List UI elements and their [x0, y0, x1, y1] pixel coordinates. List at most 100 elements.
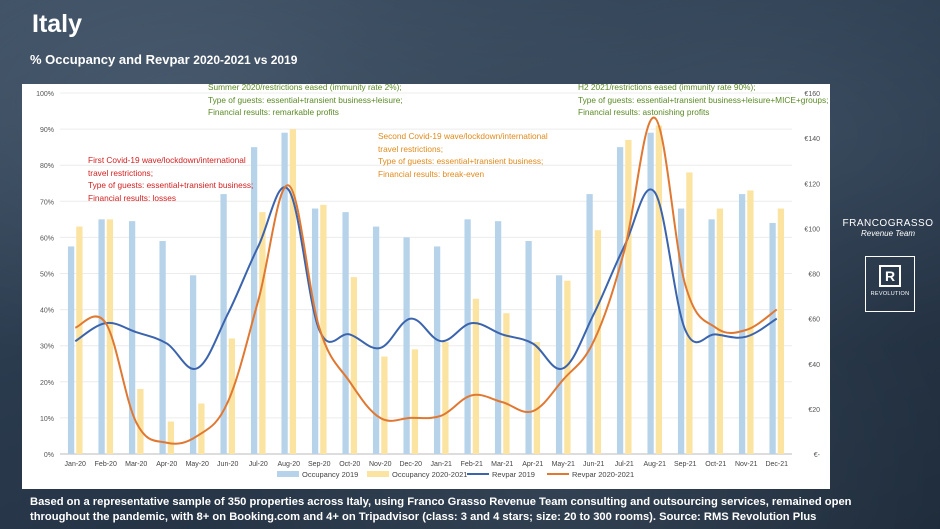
page-subtitle: % Occupancy and Revpar 2020-2021 vs 2019 — [30, 52, 297, 67]
legend-label: Occupancy 2020-2021 — [392, 470, 467, 479]
bar — [98, 219, 105, 454]
bar — [106, 219, 114, 454]
x-tick-label: Dec-21 — [765, 461, 788, 468]
legend-swatch — [277, 471, 299, 477]
x-tick-label: Aug-21 — [643, 461, 666, 468]
revolution-r-icon: R — [879, 265, 901, 287]
annotation-line: Second Covid-19 wave/lockdown/internatio… — [378, 131, 548, 141]
annotation-line: Type of guests: essential+transient busi… — [208, 94, 403, 105]
y-right-tick-label: €100 — [804, 226, 820, 233]
x-tick-label: Jun-20 — [217, 461, 239, 468]
bar — [525, 241, 532, 454]
x-tick-label: Nov-21 — [735, 461, 758, 468]
x-tick-label: Sep-20 — [308, 461, 331, 468]
annotation-first-wave: First Covid-19 wave/lockdown/internation… — [88, 154, 253, 204]
footer-line-2: throughout the pandemic, with 8+ on Book… — [30, 511, 817, 523]
bar — [555, 275, 563, 454]
x-tick-label: Jul-20 — [249, 461, 268, 468]
y-left-tick-label: 30% — [40, 344, 54, 351]
x-tick-label: Jul-21 — [615, 461, 634, 468]
bar — [655, 125, 663, 455]
bar — [67, 246, 75, 454]
x-tick-label: Jun-21 — [583, 461, 605, 468]
annotation-h2-2021: H2 2021/restrictions eased (immunity rat… — [578, 81, 828, 119]
y-right-tick-label: €80 — [808, 272, 820, 279]
bar — [625, 139, 632, 454]
bar — [320, 204, 327, 454]
bar — [403, 237, 410, 454]
page-title: Italy — [32, 10, 83, 38]
x-tick-label: Oct-21 — [705, 461, 726, 468]
annotation-line: Summer 2020/restrictions eased (immunity… — [208, 82, 402, 92]
annotation-line: Financial results: break-even — [378, 168, 485, 179]
bar — [137, 389, 144, 454]
bar — [747, 190, 754, 454]
annotation-summer-2020: Summer 2020/restrictions eased (immunity… — [208, 81, 403, 119]
bar — [259, 212, 266, 454]
bar — [381, 356, 388, 454]
annotation-line: First Covid-19 wave/lockdown/internation… — [88, 155, 246, 165]
bar — [533, 342, 541, 454]
annotation-line: travel restrictions; — [88, 167, 154, 178]
footer-line-1: Based on a representative sample of 350 … — [30, 496, 852, 508]
legend-swatch — [367, 471, 389, 477]
chart-panel: 0% 10% 20% 30% 40% 50% 60% 70% 80% 90% 100% €- €20 €4… — [22, 81, 830, 489]
bar — [503, 313, 510, 454]
bar — [128, 221, 136, 454]
x-tick-label: Dec-20 — [399, 461, 422, 468]
bar — [159, 241, 166, 454]
y-left-tick-label: 40% — [40, 308, 54, 315]
bar — [464, 219, 471, 454]
bar — [167, 421, 175, 454]
annotation-line: Financial results: losses — [88, 192, 177, 203]
x-tick-label: Apr-20 — [156, 461, 177, 468]
logo-subtext: Revenue Team — [861, 229, 915, 238]
bar — [564, 280, 571, 454]
x-tick-label: Feb-20 — [95, 461, 117, 468]
y-right-tick-label: €120 — [804, 181, 820, 188]
annotation-second-wave: Second Covid-19 wave/lockdown/internatio… — [378, 130, 548, 180]
x-tick-label: Nov-20 — [369, 461, 392, 468]
annotation-line: H2 2021/restrictions eased (immunity rat… — [578, 82, 756, 92]
bar — [769, 222, 776, 454]
x-tick-label: Jan-20 — [65, 461, 87, 468]
annotation-line: Type of guests: essential+transient busi… — [378, 156, 544, 166]
legend-label: Revpar 2019 — [492, 470, 535, 479]
franco-grasso-logo: FRANCOGRASSO Revenue Team — [842, 218, 934, 238]
bar — [472, 298, 480, 454]
x-tick-label: Jan-21 — [431, 461, 453, 468]
bar — [189, 275, 197, 454]
annotation-line: Financial results: remarkable profits — [208, 107, 339, 117]
y-right-tick-label: €40 — [808, 362, 820, 369]
y-right-tick-label: €160 — [804, 91, 820, 98]
bar — [677, 208, 685, 454]
legend-label: Occupancy 2019 — [302, 470, 358, 479]
bar — [442, 342, 449, 454]
bar — [311, 208, 319, 454]
legend-label: Revpar 2020-2021 — [572, 470, 634, 479]
bar — [76, 226, 83, 454]
bar — [289, 129, 297, 454]
y-left-tick-label: 80% — [40, 163, 54, 170]
bar — [738, 194, 746, 454]
chart-svg: 0% 10% 20% 30% 40% 50% 60% 70% 80% 90% 100% €- €20 €4… — [36, 91, 821, 479]
y-left-tick-label: 100% — [36, 91, 54, 98]
y-left-tick-label: 60% — [40, 235, 54, 242]
annotation-line: travel restrictions; — [378, 143, 444, 154]
annotation-line: Type of guests: essential+transient busi… — [578, 94, 829, 105]
x-tick-label: Mar-21 — [491, 461, 513, 468]
logo-text: FRANCOGRASSO — [842, 218, 934, 229]
x-tick-label: May-21 — [552, 461, 575, 468]
bar — [594, 230, 602, 454]
footer-note: Based on a representative sample of 350 … — [30, 495, 920, 525]
y-left-tick-label: 10% — [40, 416, 54, 423]
series-line — [74, 116, 778, 445]
bar — [686, 172, 693, 455]
y-left-tick-label: 0% — [44, 452, 54, 459]
y-left-tick-label: 20% — [40, 380, 54, 387]
bar — [494, 221, 502, 454]
y-left-tick-label: 90% — [40, 127, 54, 134]
annotation-line: Type of guests: essential+transient busi… — [88, 180, 254, 190]
bar — [228, 338, 236, 454]
bar — [350, 277, 358, 454]
